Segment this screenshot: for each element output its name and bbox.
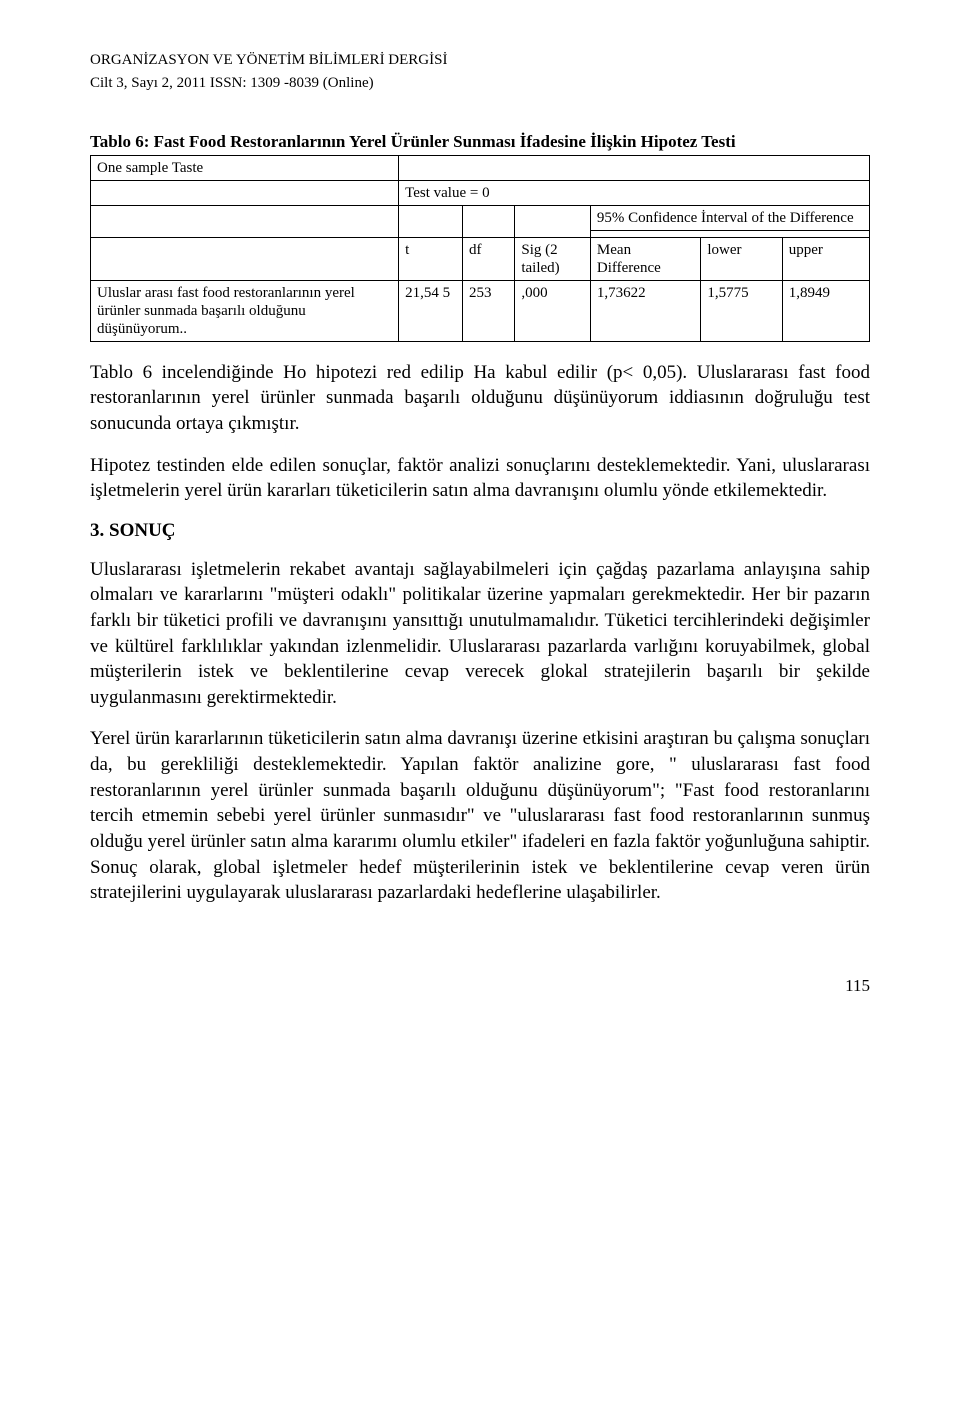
test-value-cell: Test value = 0 bbox=[399, 180, 870, 205]
empty-cell bbox=[463, 205, 515, 237]
paragraph-1: Tablo 6 incelendiğinde Ho hipotezi red e… bbox=[90, 360, 870, 437]
header-t: t bbox=[399, 237, 463, 280]
value-mean: 1,73622 bbox=[590, 280, 700, 341]
value-t: 21,54 5 bbox=[399, 280, 463, 341]
empty-cell bbox=[91, 180, 399, 205]
header-lower: lower bbox=[701, 237, 782, 280]
journal-name: ORGANİZASYON VE YÖNETİM BİLİMLERİ DERGİS… bbox=[90, 50, 870, 70]
paragraph-3: Uluslararası işletmelerin rekabet avanta… bbox=[90, 557, 870, 711]
header-df: df bbox=[463, 237, 515, 280]
empty-cell bbox=[91, 237, 399, 280]
header-mean: Mean Difference bbox=[590, 237, 700, 280]
journal-issue-info: Cilt 3, Sayı 2, 2011 ISSN: 1309 -8039 (O… bbox=[90, 74, 870, 92]
section-heading: 3. SONUÇ bbox=[90, 520, 870, 543]
empty-cell bbox=[91, 205, 399, 237]
empty-cell bbox=[399, 205, 463, 237]
table-row: One sample Taste bbox=[91, 155, 870, 180]
ci-label-cell: 95% Confidence İnterval of the Differenc… bbox=[590, 205, 869, 230]
value-upper: 1,8949 bbox=[782, 280, 869, 341]
paragraph-2: Hipotez testinden elde edilen sonuçlar, … bbox=[90, 453, 870, 504]
value-lower: 1,5775 bbox=[701, 280, 782, 341]
value-sig: ,000 bbox=[515, 280, 591, 341]
paragraph-4: Yerel ürün kararlarının tüketicilerin sa… bbox=[90, 726, 870, 905]
empty-cell bbox=[782, 230, 869, 237]
header-upper: upper bbox=[782, 237, 869, 280]
table-row: 95% Confidence İnterval of the Differenc… bbox=[91, 205, 870, 230]
table-header-row: t df Sig (2 tailed) Mean Difference lowe… bbox=[91, 237, 870, 280]
value-df: 253 bbox=[463, 280, 515, 341]
table-data-row: Uluslar arası fast food restoranlarının … bbox=[91, 280, 870, 341]
page-number: 115 bbox=[90, 976, 870, 996]
table-row: Test value = 0 bbox=[91, 180, 870, 205]
hypothesis-test-table: One sample Taste Test value = 0 95% Conf… bbox=[90, 155, 870, 342]
row-label: Uluslar arası fast food restoranlarının … bbox=[91, 280, 399, 341]
table-subtitle-cell: One sample Taste bbox=[91, 155, 399, 180]
table-title: Tablo 6: Fast Food Restoranlarının Yerel… bbox=[90, 132, 870, 152]
empty-cell bbox=[590, 230, 700, 237]
header-sig: Sig (2 tailed) bbox=[515, 237, 591, 280]
empty-cell bbox=[515, 205, 591, 237]
empty-cell bbox=[399, 155, 870, 180]
empty-cell bbox=[701, 230, 782, 237]
